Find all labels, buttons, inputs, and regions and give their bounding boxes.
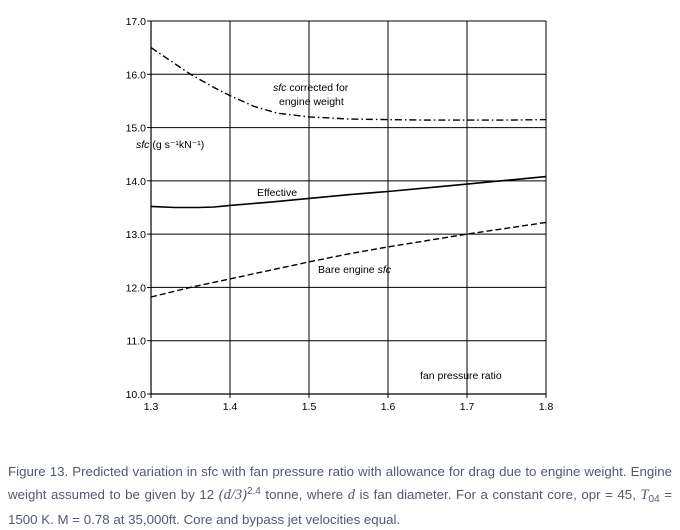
series-lines: [150, 47, 547, 298]
caption-lead: Figure 13. Predicted variation in sfc wi…: [8, 464, 672, 502]
annotation-bare-engine: Bare engine sfc: [318, 264, 392, 276]
annotation-engine-weight: engine weight: [279, 96, 344, 108]
sfc-chart: 1.3 1.4 1.5 1.6 1.7 1.8 10.0 11.0 12.0 13.0 14.0 15…: [126, 16, 554, 413]
x-axis-label: fan pressure ratio: [420, 370, 502, 382]
axes: [147, 20, 547, 398]
caption-mid: tonne, where: [260, 487, 348, 502]
caption-var-T: T: [640, 487, 649, 503]
caption-formula-base: (d/3): [218, 487, 247, 503]
x-tick-label: 1.7: [460, 401, 475, 413]
x-tick-label: 1.6: [381, 401, 396, 413]
x-tick-label: 1.4: [223, 401, 238, 413]
y-axis-label: sfc (g s⁻¹kN⁻¹): [136, 139, 204, 151]
x-tick-label: 1.3: [144, 401, 159, 413]
x-tick-label: 1.8: [539, 401, 554, 413]
grid-lines: [151, 20, 547, 394]
y-tick-label: 16.0: [126, 69, 147, 81]
tick-labels: 1.3 1.4 1.5 1.6 1.7 1.8 10.0 11.0 12.0 13.0 14.0 15…: [126, 16, 554, 413]
caption-var-d: d: [347, 487, 355, 503]
caption-formula-exponent: 2.4: [246, 486, 261, 497]
y-tick-label: 11.0: [126, 336, 146, 348]
y-tick-label: 15.0: [126, 123, 147, 135]
caption-var-T-sub: 04: [648, 494, 660, 505]
series-line-bare-engine: [150, 221, 547, 298]
y-tick-label: 17.0: [126, 16, 147, 28]
y-tick-label: 12.0: [126, 282, 147, 294]
series-line-effective: [150, 175, 547, 209]
y-tick-label: 13.0: [126, 229, 147, 241]
y-tick-label: 14.0: [126, 176, 147, 188]
figure-caption: Figure 13. Predicted variation in sfc wi…: [8, 462, 672, 530]
caption-tail: = 1500 K. M = 0.78 at 35,000ft. Core and…: [8, 487, 672, 527]
series-line-sfc-corrected: [150, 47, 547, 121]
x-tick-label: 1.5: [302, 401, 317, 413]
y-tick-label: 10.0: [126, 389, 147, 401]
annotation-effective: Effective: [257, 187, 297, 199]
caption-mid2: is fan diameter. For a constant core, op…: [354, 487, 641, 502]
annotation-sfc-corrected: sfc corrected for: [273, 82, 349, 94]
